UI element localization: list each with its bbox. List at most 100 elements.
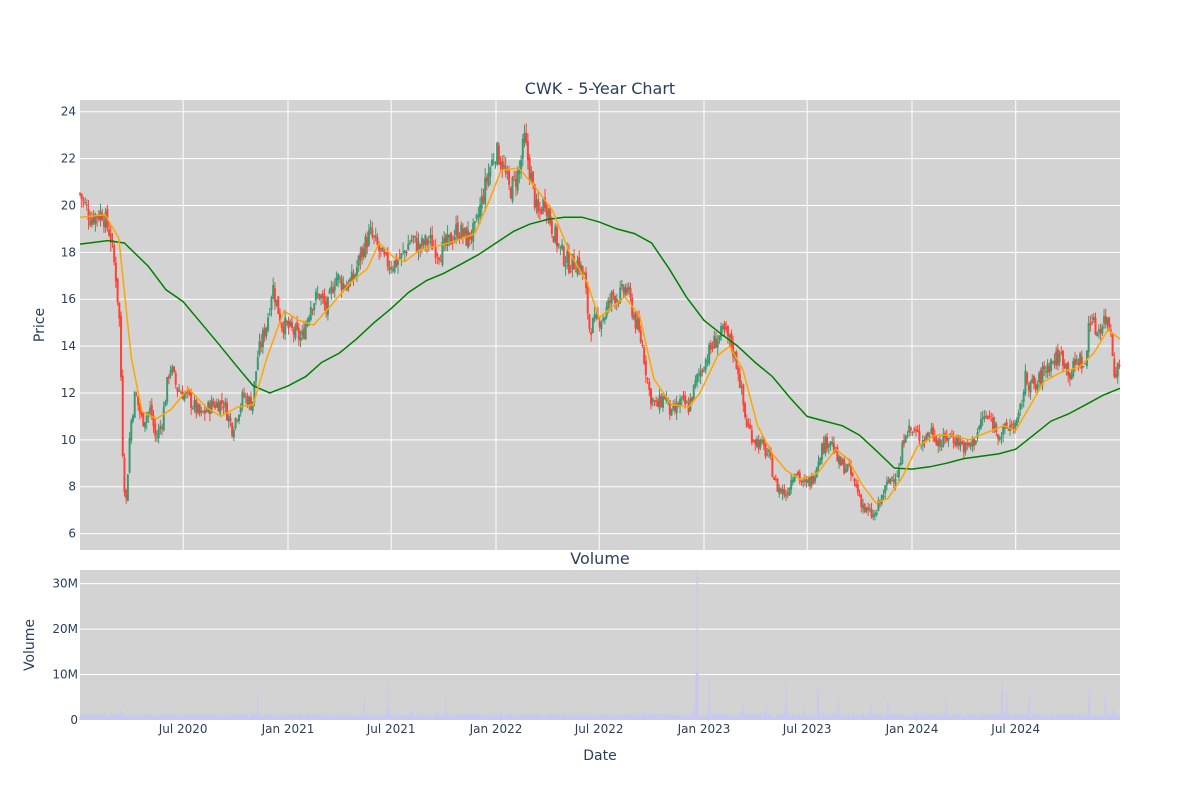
candle-up-body [571,253,574,270]
volume-bar [650,716,652,720]
volume-bar [707,707,709,720]
candle-down-body [1089,323,1092,326]
candle-down-body [154,423,157,436]
volume-bar [1038,714,1040,720]
volume-bar [968,713,970,720]
candle-down-body [750,429,753,443]
candle-down-body [451,242,454,244]
volume-bar [1103,716,1105,720]
volume-bar [378,716,380,720]
volume-bar [461,716,463,720]
volume-bar [152,715,154,720]
candle-up-body [877,500,880,511]
volume-bar [101,713,103,720]
volume-bar [1110,713,1112,720]
candle-down-body [188,391,191,395]
volume-bar [521,714,523,720]
candle-down-body [803,479,806,482]
volume-bar [1091,715,1093,720]
candle-down-body [279,313,282,323]
volume-bar [669,715,671,720]
volume-bar [559,715,561,720]
candle-down-body [742,384,745,406]
volume-bar [1100,716,1103,720]
volume-bar [89,717,91,720]
candle-up-body [350,271,353,282]
candle-up-body [388,267,391,271]
candle-up-body [427,241,430,243]
date-axis-label: Date [583,748,616,764]
volume-bar [376,715,378,720]
volume-bar [864,716,867,720]
volume-bar [612,716,614,720]
candle-down-body [650,388,653,405]
volume-bar [487,713,490,720]
volume-bar [562,714,564,720]
candle-up-body [661,396,664,409]
volume-bar [1042,717,1044,720]
volume-bar [959,716,962,720]
volume-bar [316,715,318,720]
candle-up-body [868,508,871,510]
volume-bar [894,713,896,720]
volume-bar [903,716,905,720]
volume-bar [888,706,890,720]
candle-down-body [386,252,389,267]
volume-bar [749,714,751,720]
volume-bar [209,715,211,720]
candle-up-body [969,444,972,447]
candle-down-body [398,257,401,260]
volume-bar [1028,702,1030,720]
volume-bar [1116,714,1118,720]
candle-up-body [1051,360,1054,362]
candle-up-body [171,366,174,373]
volume-bar [1023,714,1026,720]
candle-up-body [829,441,832,445]
volume-bar [1092,716,1094,720]
volume-bar [900,714,903,720]
volume-bar [825,713,827,720]
volume-bar [174,714,176,720]
volume-bar [107,715,109,720]
volume-bar [913,716,915,720]
volume-bar [760,713,762,720]
volume-bar [764,713,766,720]
volume-bar [191,714,193,720]
volume-bar [230,716,232,720]
volume-bar [443,713,445,720]
volume-bar [515,714,517,720]
volume-bar [329,716,332,720]
volume-bar [709,707,711,720]
volume-bar [641,714,644,720]
volume-bar [1118,716,1121,720]
volume-bar [876,714,879,720]
volume-bar [1061,713,1063,720]
volume-bar [181,716,183,720]
candle-up-body [149,407,152,413]
candle-down-body [390,267,393,269]
volume-bar [276,714,278,720]
candle-up-body [665,396,668,401]
volume-bar [996,715,998,720]
volume-bar [445,697,447,720]
candle-up-body [819,458,822,465]
volume-bar [989,715,991,720]
chart-title: CWK - 5-Year Chart [525,79,675,98]
candle-down-body [997,434,1000,439]
volume-bar [659,717,662,720]
volume-bar [771,716,773,720]
candle-up-body [595,314,598,318]
candle-down-body [549,207,552,224]
volume-bar [390,714,392,720]
candle-down-body [208,402,211,414]
volume-bar [312,713,314,720]
volume-bar [113,715,115,720]
volume-bar [503,716,505,720]
candle-down-body [737,367,740,374]
volume-bar [413,715,415,720]
volume-bar [812,715,815,720]
candle-up-body [429,235,432,239]
date-x-tick-label: Jan 2023 [677,722,731,736]
volume-bar [766,714,768,720]
volume-bar [173,714,175,720]
